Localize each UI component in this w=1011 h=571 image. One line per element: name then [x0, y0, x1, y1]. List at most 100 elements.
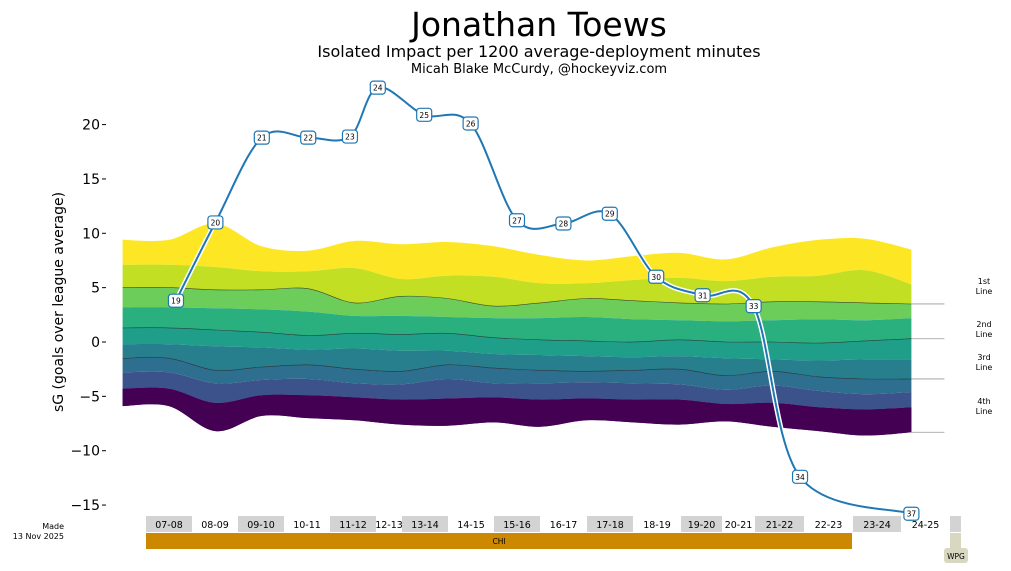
- y-tick-label: −15: [70, 498, 100, 514]
- age-marker-label: 33: [749, 302, 759, 311]
- season-cell-17-18: [587, 516, 633, 532]
- age-marker-box: [341, 129, 359, 144]
- season-label-20-21: 20-21: [725, 520, 753, 531]
- season-label-23-24: 23-24: [863, 520, 891, 531]
- line-divider-1: [122, 287, 912, 307]
- age-marker: 19: [167, 293, 185, 308]
- team-label-wpg: WPG: [947, 552, 965, 561]
- line-label-2-sub: Line: [976, 330, 993, 339]
- line-label-1: 1st: [978, 277, 990, 286]
- age-marker: 20: [207, 215, 224, 230]
- age-marker: 28: [555, 216, 572, 231]
- band-5: [122, 327, 912, 361]
- line-label-4: 4th: [977, 397, 990, 406]
- season-label-18-19: 18-19: [643, 520, 671, 531]
- team-bar-wpg: [950, 533, 961, 549]
- age-marker-label: 22: [303, 134, 313, 143]
- age-marker: 23: [341, 129, 359, 144]
- y-tick-label: −10: [70, 444, 100, 460]
- age-marker-box: [253, 130, 270, 145]
- age-marker-box: [508, 213, 526, 228]
- band-8: [122, 371, 912, 410]
- made-date: 13 Nov 2025: [12, 532, 64, 541]
- age-marker-box: [416, 107, 433, 122]
- line-label-3: 3rd: [977, 353, 990, 362]
- line-divider-3: [122, 357, 912, 380]
- season-cell-21-22: [755, 516, 804, 532]
- season-cell-11-12: [330, 516, 376, 532]
- band-4: [122, 307, 912, 344]
- line-label-4-sub: Line: [976, 407, 993, 416]
- age-marker: 33: [745, 299, 762, 314]
- age-marker-box: [300, 130, 317, 145]
- chart-subtitle: Isolated Impact per 1200 average-deploym…: [317, 42, 761, 61]
- age-marker: 37: [903, 506, 920, 521]
- season-cell-15-16: [494, 516, 540, 532]
- age-marker: 24: [369, 80, 386, 95]
- band-10: [122, 387, 912, 436]
- season-cell-extra: [950, 516, 961, 532]
- age-marker-label: 19: [171, 297, 181, 306]
- age-marker-label: 27: [512, 216, 522, 225]
- y-tick-label: −5: [79, 389, 100, 405]
- y-tick-label: 5: [91, 281, 100, 297]
- age-marker: 26: [462, 116, 479, 131]
- season-label-10-11: 10-11: [293, 520, 321, 531]
- season-label-19-20: 19-20: [688, 520, 716, 531]
- team-tag-wpg: [944, 548, 968, 563]
- season-label-16-17: 16-17: [550, 520, 578, 531]
- band-1: [122, 223, 912, 285]
- age-marker: 27: [508, 213, 526, 228]
- team-label-chi: CHI: [492, 537, 505, 546]
- season-cell-19-20: [681, 516, 722, 532]
- age-marker-label: 20: [211, 218, 221, 227]
- age-marker-box: [903, 506, 920, 521]
- age-marker: 31: [694, 288, 711, 303]
- age-marker: 34: [791, 469, 809, 484]
- age-marker-label: 21: [257, 134, 267, 143]
- age-marker-box: [207, 215, 224, 230]
- y-tick-label: 15: [82, 172, 100, 188]
- season-label-14-15: 14-15: [457, 520, 485, 531]
- season-label-21-22: 21-22: [766, 520, 794, 531]
- age-marker-label: 34: [795, 473, 805, 482]
- age-marker-box: [648, 269, 665, 284]
- line-divider-2: [122, 327, 912, 344]
- season-label-13-14: 13-14: [411, 520, 439, 531]
- age-marker-box: [555, 216, 572, 231]
- age-marker: 29: [601, 206, 618, 221]
- season-label-24-25: 24-25: [912, 520, 940, 531]
- band-6: [122, 344, 912, 380]
- season-label-15-16: 15-16: [503, 520, 531, 531]
- team-bar-chi: [146, 533, 852, 549]
- line-label-3-sub: Line: [976, 363, 993, 372]
- age-marker-box: [462, 116, 479, 131]
- age-marker-box: [369, 80, 386, 95]
- age-marker: 22: [300, 130, 317, 145]
- season-label-09-10: 09-10: [247, 520, 275, 531]
- line-label-1-sub: Line: [976, 287, 993, 296]
- age-marker-box: [167, 293, 185, 308]
- age-marker-label: 29: [605, 210, 615, 219]
- season-cell-09-10: [238, 516, 284, 532]
- age-marker-label: 24: [373, 84, 383, 93]
- y-tick-label: 0: [91, 335, 100, 351]
- season-cell-13-14: [402, 516, 448, 532]
- age-marker-box: [601, 206, 618, 221]
- y-tick-label: 10: [82, 226, 100, 242]
- chart-title: Jonathan Toews: [411, 5, 667, 44]
- age-marker-label: 23: [345, 133, 355, 142]
- season-cell-23-24: [853, 516, 901, 532]
- y-axis-label: sG (goals over league average): [51, 192, 67, 412]
- age-marker-label: 31: [698, 291, 708, 300]
- season-label-22-23: 22-23: [815, 520, 843, 531]
- age-marker-label: 25: [419, 111, 429, 120]
- age-marker-box: [745, 299, 762, 314]
- age-marker-label: 26: [466, 120, 476, 129]
- age-marker-label: 37: [907, 510, 917, 519]
- made-label: Made: [42, 522, 64, 531]
- age-marker: 30: [648, 269, 665, 284]
- age-marker: 21: [253, 130, 270, 145]
